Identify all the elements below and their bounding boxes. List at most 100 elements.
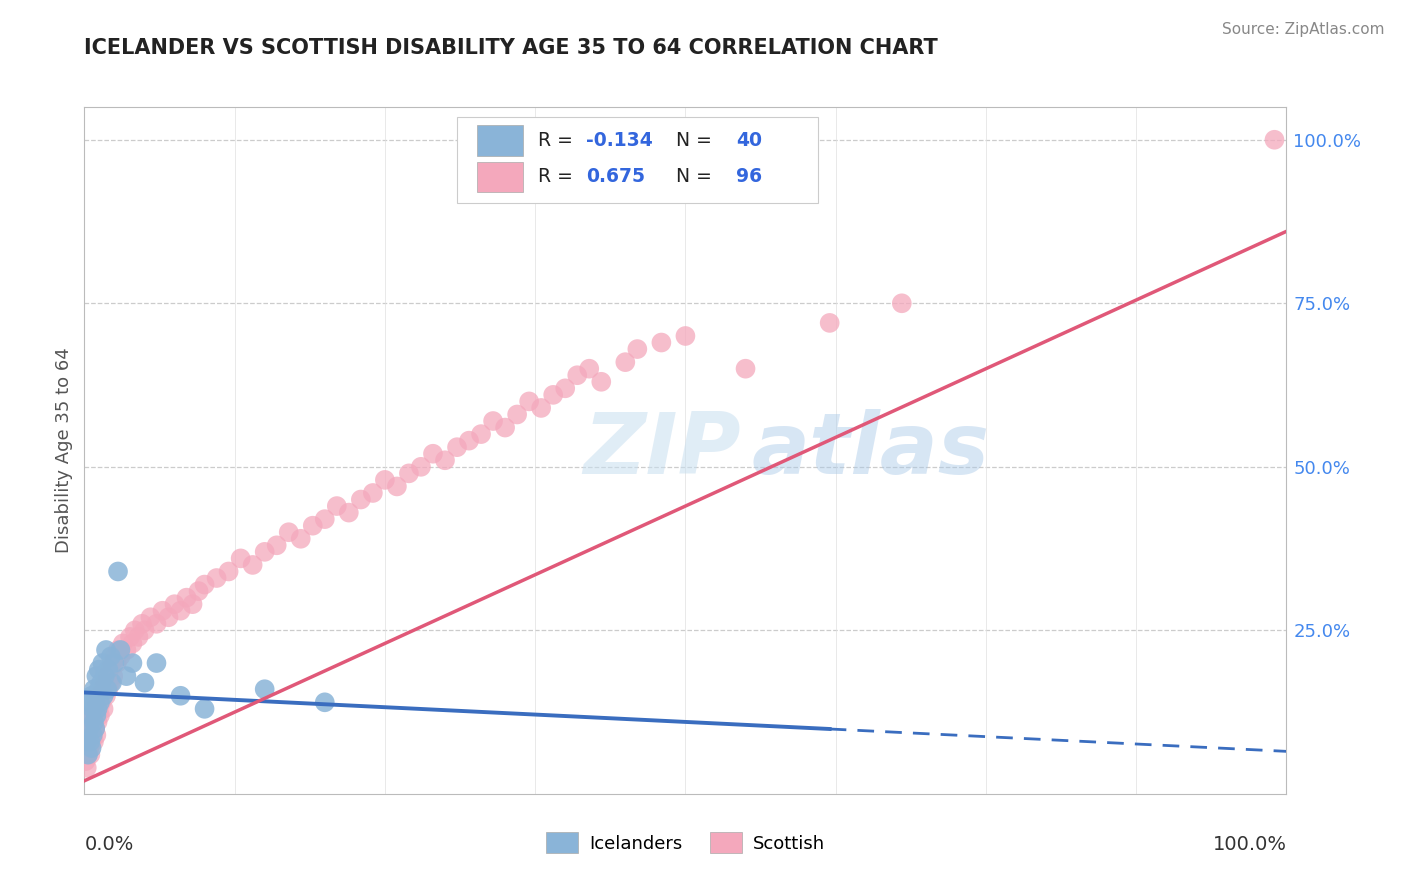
Point (530, 401, 553, 415)
Point (434, 453, 457, 467)
Point (100, 675, 122, 690)
Point (86, 669, 108, 683)
Point (86, 695, 108, 709)
Point (91, 656, 114, 670)
Point (80, 714, 103, 729)
Text: ZIP: ZIP (583, 409, 741, 492)
Point (111, 636, 134, 650)
Point (86, 728, 108, 742)
Point (77, 728, 100, 742)
Text: -0.134: -0.134 (586, 131, 652, 150)
Point (169, 604, 191, 618)
Point (80, 734, 103, 748)
Point (101, 675, 124, 690)
Text: 40: 40 (735, 131, 762, 150)
Point (554, 381, 576, 395)
Point (626, 342, 648, 356)
Point (253, 682, 276, 697)
Point (82, 708, 104, 723)
Legend: Icelanders, Scottish: Icelanders, Scottish (538, 825, 832, 861)
Point (82, 728, 104, 742)
Point (87, 682, 110, 697)
Point (83, 734, 105, 748)
Text: 0.0%: 0.0% (84, 835, 134, 855)
Point (80, 689, 103, 703)
Point (105, 656, 128, 670)
Point (79, 708, 101, 723)
Point (75, 754, 97, 768)
Point (139, 610, 162, 624)
Point (350, 492, 373, 507)
Point (470, 427, 492, 442)
Point (326, 499, 349, 513)
Point (93, 689, 115, 703)
Point (127, 630, 149, 644)
Point (84, 722, 107, 736)
Point (91, 682, 114, 697)
Point (94, 643, 117, 657)
Text: N =: N = (664, 168, 717, 186)
Text: 96: 96 (735, 168, 762, 186)
Point (194, 577, 217, 591)
Point (266, 538, 288, 552)
Point (77, 734, 100, 748)
Point (76, 734, 98, 748)
Point (734, 361, 756, 376)
Text: R =: R = (537, 168, 578, 186)
Point (90, 675, 112, 690)
Point (398, 467, 420, 481)
Point (205, 571, 228, 585)
Point (107, 565, 129, 579)
Point (93, 702, 115, 716)
Point (134, 624, 156, 638)
Point (83, 702, 105, 716)
Point (103, 669, 125, 683)
Point (121, 636, 143, 650)
Bar (478, 161, 523, 192)
Point (187, 584, 209, 599)
Point (77, 747, 100, 762)
Point (100, 649, 122, 664)
Point (242, 558, 264, 572)
Text: Source: ZipAtlas.com: Source: ZipAtlas.com (1222, 22, 1385, 37)
Point (181, 597, 204, 611)
Point (89, 695, 111, 709)
Point (77, 747, 100, 762)
Point (218, 565, 240, 579)
Point (157, 610, 180, 624)
Point (124, 624, 146, 638)
Point (385, 479, 408, 493)
Text: 0.675: 0.675 (586, 168, 644, 186)
Point (86, 708, 108, 723)
Point (650, 335, 672, 350)
Point (446, 440, 468, 454)
Y-axis label: Disability Age 35 to 64: Disability Age 35 to 64 (55, 348, 73, 553)
Point (103, 656, 125, 670)
Point (152, 604, 174, 618)
Point (134, 675, 156, 690)
Point (482, 414, 505, 428)
Point (83, 682, 105, 697)
Point (578, 361, 600, 376)
Point (87, 702, 110, 716)
Point (76, 761, 98, 775)
Point (591, 375, 613, 389)
Point (118, 630, 141, 644)
Point (675, 329, 697, 343)
Point (506, 408, 529, 422)
FancyBboxPatch shape (457, 118, 818, 203)
Point (83, 714, 105, 729)
Point (98, 663, 121, 677)
Point (458, 434, 481, 448)
Point (890, 296, 912, 310)
Point (121, 656, 143, 670)
Point (229, 551, 252, 566)
Point (253, 545, 276, 559)
Bar (478, 125, 523, 155)
Point (314, 695, 336, 709)
Point (422, 447, 444, 461)
Point (79, 734, 101, 748)
Point (77, 741, 100, 756)
Point (94, 689, 117, 703)
Point (818, 316, 841, 330)
